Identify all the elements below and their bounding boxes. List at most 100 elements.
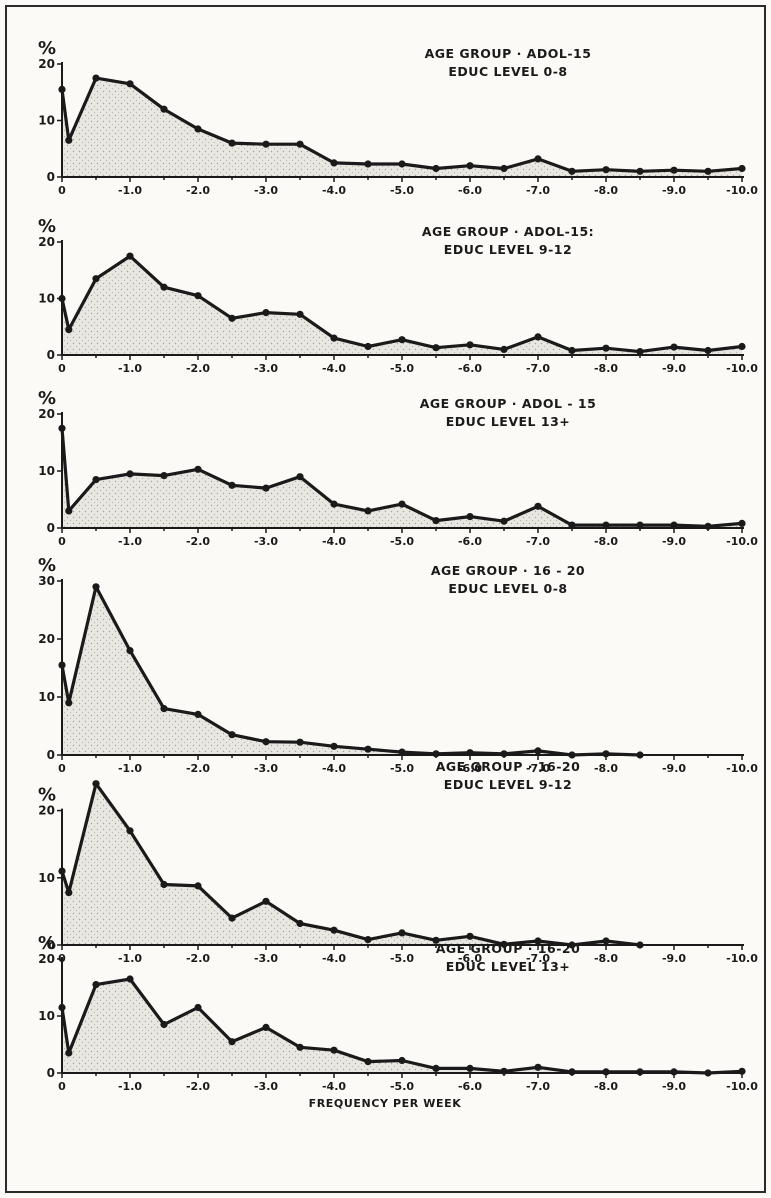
data-point: [126, 647, 134, 655]
data-point: [296, 919, 304, 928]
data-point: [534, 937, 542, 945]
x-tick-label: -3.0: [254, 952, 278, 965]
data-point: [738, 519, 746, 528]
panel-title-line: AGE GROUP · 16-20: [436, 759, 581, 774]
y-tick-label: 20: [38, 57, 55, 71]
x-tick-label: -9.0: [662, 762, 686, 775]
data-point: [602, 521, 610, 529]
data-point: [262, 738, 270, 746]
y-axis-unit: %: [38, 785, 56, 806]
data-point: [58, 867, 66, 875]
y-tick-label: 30: [38, 574, 55, 588]
data-point: [160, 1020, 168, 1029]
figure-border: [5, 5, 766, 1193]
data-point: [194, 1003, 202, 1012]
series-line: [60, 254, 743, 354]
x-tick-label: -7.0: [526, 952, 550, 965]
data-point: [534, 502, 542, 510]
x-tick-label: -9.0: [662, 952, 686, 965]
x-tick-label: -8.0: [594, 362, 618, 375]
data-point: [432, 1064, 440, 1072]
series-area: [62, 586, 640, 755]
series-area: [62, 78, 742, 177]
data-point: [160, 472, 168, 480]
panel-1: 0 10 20% 0 -1.0 -2.0 -3.0 -4.0 -5.0 -6.0 -7.0 -8.0 -…: [38, 38, 758, 197]
data-point: [398, 336, 406, 344]
data-point: [330, 334, 338, 342]
data-point: [602, 344, 610, 352]
x-tick-label: -10.0: [726, 762, 758, 775]
x-tick-label: -2.0: [186, 952, 210, 965]
x-tick-label: -8.0: [594, 952, 618, 965]
panel-title-line: EDUC LEVEL 9-12: [444, 777, 572, 792]
data-point: [330, 1046, 338, 1054]
data-point: [704, 1069, 712, 1077]
data-point: [92, 476, 100, 484]
x-tick-label: -9.0: [662, 362, 686, 375]
data-point: [704, 522, 712, 530]
panel-title-line: AGE GROUP · ADOL - 15: [420, 396, 597, 411]
data-point: [160, 880, 168, 889]
x-tick-label: -4.0: [322, 184, 346, 197]
data-point: [500, 940, 508, 948]
x-tick-label: -9.0: [662, 535, 686, 548]
data-point: [568, 941, 576, 949]
panel-2: 0 10 20% 0 -1.0 -2.0 -3.0 -4.0 -5.0 -6.0 -7.0 -8.0 -…: [38, 216, 758, 375]
x-tick-label: -2.0: [186, 1080, 210, 1093]
panel-title-line: AGE GROUP · ADOL-15: [425, 46, 592, 61]
data-point: [364, 745, 372, 753]
panel-4: 0 10 20 30% 0 -1.0 -2.0 -3.0 -4.0 -5.0 -6.0 -7.0 -8.…: [38, 555, 758, 775]
data-point: [466, 341, 474, 349]
series-line: [60, 977, 743, 1075]
y-axis-unit: %: [38, 933, 56, 954]
data-point: [466, 932, 474, 940]
data-point: [670, 166, 678, 174]
x-tick-label: -1.0: [118, 362, 142, 375]
y-tick-label: 10: [38, 1009, 55, 1023]
x-tick-label: -5.0: [390, 535, 414, 548]
data-point: [330, 742, 338, 750]
x-tick-label: -7.0: [526, 1080, 550, 1093]
data-point: [126, 470, 134, 478]
data-point: [262, 897, 270, 905]
x-tick-label: -10.0: [726, 362, 758, 375]
x-tick-label: -2.0: [186, 184, 210, 197]
x-tick-label: -6.0: [458, 952, 482, 965]
x-tick-label: -6.0: [458, 362, 482, 375]
data-point: [58, 661, 66, 669]
data-point: [58, 424, 66, 432]
data-point: [92, 583, 100, 591]
data-point: [534, 333, 542, 341]
data-point: [330, 500, 338, 508]
data-point: [262, 309, 270, 317]
data-point: [364, 507, 372, 515]
series-area: [62, 428, 742, 528]
data-point: [364, 342, 372, 351]
data-point: [65, 699, 73, 707]
x-tick-label: -2.0: [186, 535, 210, 548]
panel-title-line: EDUC LEVEL 0-8: [448, 581, 567, 596]
data-point: [194, 465, 202, 473]
x-tick-label: -4.0: [322, 762, 346, 775]
x-tick-label: -10.0: [726, 184, 758, 197]
data-point: [670, 1068, 678, 1076]
y-axis-unit: %: [38, 38, 56, 59]
y-tick-label: 20: [38, 407, 55, 421]
data-point: [92, 74, 100, 82]
data-point: [262, 484, 270, 492]
data-point: [568, 521, 576, 529]
x-tick-label: -3.0: [254, 762, 278, 775]
y-tick-label: 10: [38, 690, 55, 704]
data-point: [296, 473, 304, 481]
data-point: [500, 517, 508, 525]
x-tick-label: -4.0: [322, 1080, 346, 1093]
data-point: [534, 1063, 542, 1071]
x-tick-label: -7.0: [526, 362, 550, 375]
data-point: [58, 1003, 66, 1012]
x-tick-label: -3.0: [254, 1080, 278, 1093]
data-point: [568, 751, 576, 759]
data-point: [296, 738, 304, 746]
data-point: [602, 166, 610, 174]
data-point: [738, 342, 746, 351]
